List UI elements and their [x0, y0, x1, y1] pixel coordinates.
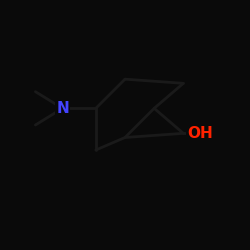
Text: OH: OH — [187, 126, 213, 141]
Text: N: N — [56, 101, 69, 116]
